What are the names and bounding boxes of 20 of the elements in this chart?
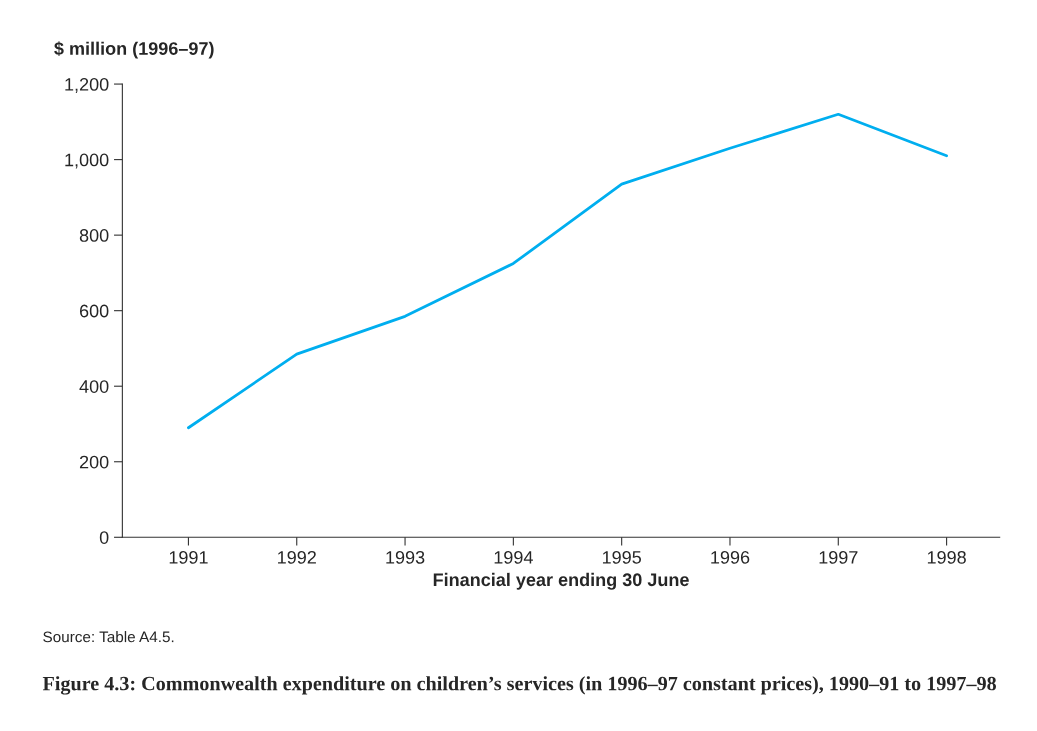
y-tick-label: 400 (79, 380, 109, 393)
y-tick-label: 1,200 (65, 78, 109, 93)
x-tick-label: 1997 (819, 550, 858, 564)
x-tick-label: 1991 (169, 550, 208, 564)
x-tick-label: 1996 (711, 550, 750, 564)
x-tick-label: 1994 (494, 550, 533, 564)
x-tick-label: 1992 (278, 550, 316, 564)
y-tick-label: 600 (79, 304, 109, 318)
y-tick-label: 0 (99, 531, 109, 545)
line-series (187, 112, 948, 430)
y-tick-label: 1,000 (65, 153, 109, 169)
x-tick-label: 1993 (386, 550, 425, 564)
x-tick-label: 1998 (927, 550, 966, 564)
text: Figure 4.3: Commonwealth expenditure on children’s services (in 1996–97 constant prices), 1990–91 to 1997–98 (42, 676, 996, 695)
y-axis-title: $ million (1996–97) (54, 41, 214, 59)
x-tick-label: 1995 (602, 550, 641, 564)
y-tick-label: 200 (79, 455, 109, 469)
y-tick-label: 800 (79, 229, 109, 242)
source-note: Source: Table A4.5. (43, 631, 174, 643)
x-axis-title: Financial year ending 30 June (433, 572, 689, 590)
